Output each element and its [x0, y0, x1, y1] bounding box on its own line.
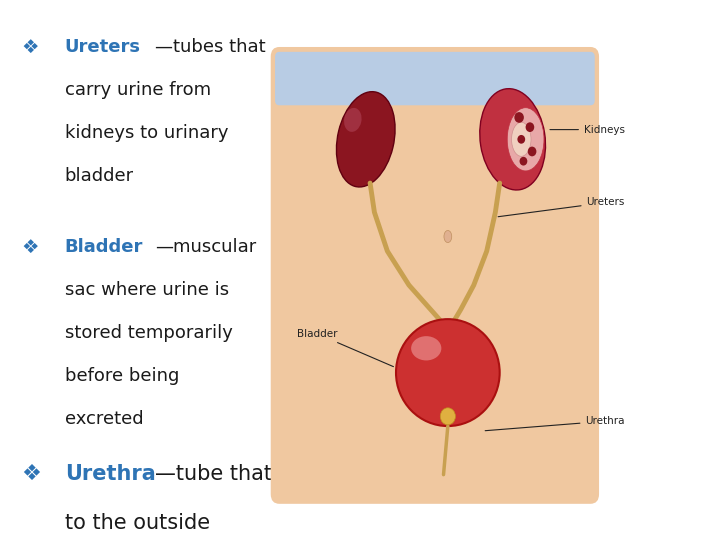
Text: ❖: ❖ — [22, 464, 42, 484]
Ellipse shape — [526, 122, 534, 132]
Text: —tubes that: —tubes that — [155, 38, 266, 56]
Text: before being: before being — [65, 367, 179, 385]
Text: Bladder: Bladder — [297, 329, 393, 367]
Text: excreted: excreted — [65, 410, 143, 428]
Ellipse shape — [441, 408, 456, 425]
Text: —muscular: —muscular — [155, 238, 256, 255]
Ellipse shape — [396, 319, 500, 426]
FancyBboxPatch shape — [275, 52, 595, 105]
Ellipse shape — [444, 231, 451, 242]
Text: kidneys to urinary: kidneys to urinary — [65, 124, 228, 142]
Ellipse shape — [336, 92, 395, 187]
Ellipse shape — [520, 157, 527, 166]
Text: Urethra: Urethra — [65, 464, 156, 484]
Ellipse shape — [480, 89, 546, 190]
Ellipse shape — [518, 135, 525, 144]
Text: bladder: bladder — [65, 167, 134, 185]
Ellipse shape — [511, 122, 531, 157]
Text: Kidneys: Kidneys — [550, 125, 625, 134]
Text: ❖: ❖ — [22, 238, 39, 256]
Text: ❖: ❖ — [22, 38, 39, 57]
Text: Urethra: Urethra — [485, 416, 625, 431]
Text: —tube that carries urine from bladder: —tube that carries urine from bladder — [155, 464, 551, 484]
Ellipse shape — [344, 108, 361, 132]
Ellipse shape — [507, 108, 544, 171]
FancyBboxPatch shape — [271, 47, 599, 504]
Ellipse shape — [411, 336, 441, 361]
Text: Bladder: Bladder — [65, 238, 143, 255]
Text: carry urine from: carry urine from — [65, 81, 211, 99]
Ellipse shape — [528, 146, 536, 157]
Text: stored temporarily: stored temporarily — [65, 324, 233, 342]
Text: to the outside: to the outside — [65, 513, 210, 533]
Text: Ureters: Ureters — [65, 38, 141, 56]
Text: sac where urine is: sac where urine is — [65, 281, 229, 299]
Ellipse shape — [514, 112, 524, 123]
Text: Ureters: Ureters — [498, 198, 625, 217]
